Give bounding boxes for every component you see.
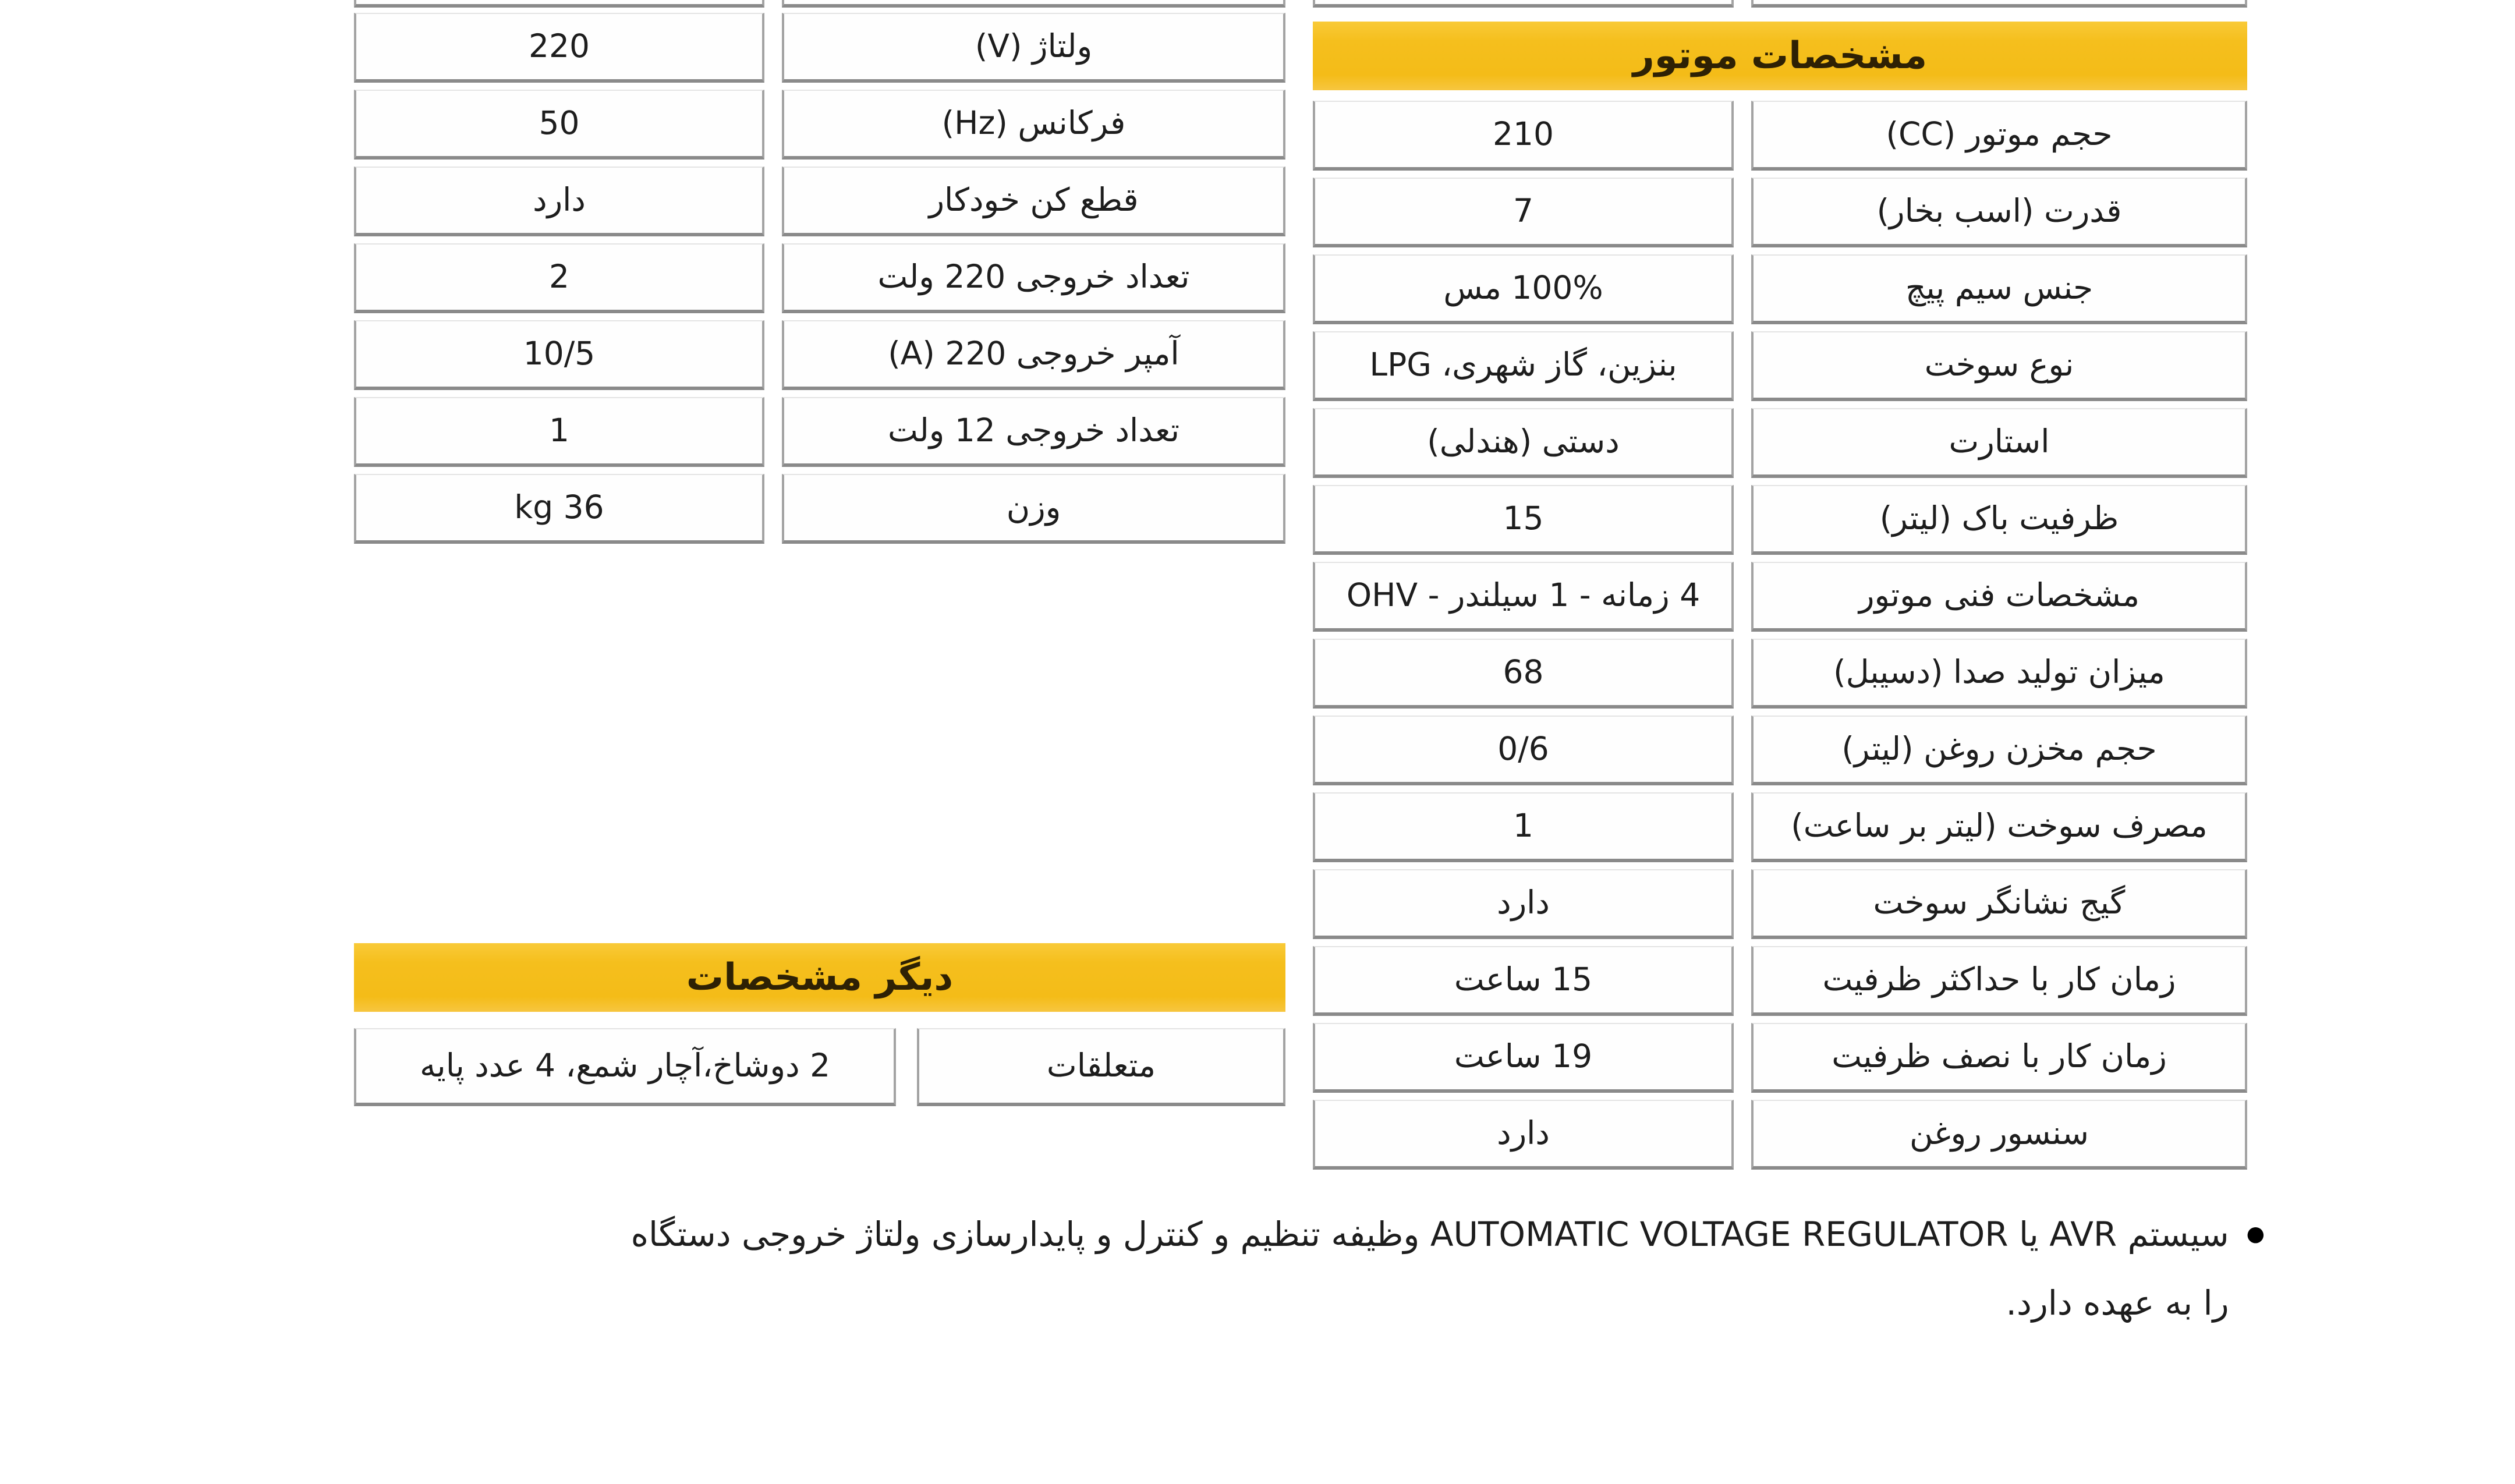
spec-label: سنسور روغن [1751,1100,2247,1170]
table-row: استارت دستی (هندلی) [1313,408,2247,478]
other-section-header: دیگر مشخصات [354,943,1285,1012]
spec-value: دارد [354,167,764,236]
table-row: مشخصات فنی موتور 4 زمانه - 1 سیلندر - OH… [1313,562,2247,632]
footnote-line: سیستم AVR یا AUTOMATIC VOLTAGE REGULATOR… [630,1214,2229,1254]
spec-value: 100% مس [1313,254,1734,324]
spec-value: 19 ساعت [1313,1023,1734,1093]
spec-value: 2 [354,243,764,313]
table-row: ظرفیت باک (لیتر) 15 [1313,485,2247,555]
spec-value: دستی (هندلی) [1313,408,1734,478]
spec-label: جنس سیم پیچ [1751,254,2247,324]
spec-value: 1 [1313,792,1734,862]
spec-label: مشخصات فنی موتور [1751,562,2247,632]
motor-section-header: مشخصات موتور [1313,22,2247,90]
table-row: ولتاژ (V) 220 [354,13,1285,83]
spec-value: بنزین، گاز شهری، LPG [1313,331,1734,401]
spec-value: 220 [354,13,764,83]
table-row: نوع سوخت بنزین، گاز شهری، LPG [1313,331,2247,401]
spec-value: 0/6 [1313,716,1734,785]
spec-value: 210 [1313,101,1734,171]
cut-off-cell [782,0,1285,8]
spec-label: حجم موتور (CC) [1751,101,2247,171]
cut-off-cell [1751,0,2247,8]
motor-spec-table: مشخصات موتور حجم موتور (CC) 210 قدرت (اس… [1313,0,2247,1177]
table-row: فرکانس (Hz) 50 [354,90,1285,160]
table-row: وزن 36 kg [354,474,1285,544]
table-row: جنس سیم پیچ 100% مس [1313,254,2247,324]
avr-footnote: ● سیستم AVR یا AUTOMATIC VOLTAGE REGULAT… [349,1200,2265,1337]
spec-label: قدرت (اسب بخار) [1751,178,2247,247]
spec-value: 50 [354,90,764,160]
spec-value: دارد [1313,1100,1734,1170]
cut-off-row [354,0,1285,8]
spec-value: دارد [1313,869,1734,939]
table-row: حجم مخزن روغن (لیتر) 0/6 [1313,716,2247,785]
spec-value: 4 زمانه - 1 سیلندر - OHV [1313,562,1734,632]
table-row: سنسور روغن دارد [1313,1100,2247,1170]
table-row: میزان تولید صدا (دسیبل) 68 [1313,639,2247,709]
spec-label: زمان کار با نصف ظرفیت [1751,1023,2247,1093]
spec-value: 15 [1313,485,1734,555]
spec-label: تعداد خروجی 12 ولت [782,397,1285,467]
spec-label: متعلقات [917,1028,1285,1106]
spec-value: 10/5 [354,320,764,390]
table-row: متعلقات 2 دوشاخ،آچار شمع، 4 عدد پایه [354,1028,1285,1106]
spec-label: حجم مخزن روغن (لیتر) [1751,716,2247,785]
spec-label: گیج نشانگر سوخت [1751,869,2247,939]
footnote-text: سیستم AVR یا AUTOMATIC VOLTAGE REGULATOR… [631,1200,2229,1337]
table-row: حجم موتور (CC) 210 [1313,101,2247,171]
electrical-spec-table: ولتاژ (V) 220 فرکانس (Hz) 50 قطع کن خودک… [354,0,1285,551]
table-row: تعداد خروجی 220 ولت 2 [354,243,1285,313]
spec-label: ظرفیت باک (لیتر) [1751,485,2247,555]
spec-label: ولتاژ (V) [782,13,1285,83]
table-row: مصرف سوخت (لیتر بر ساعت) 1 [1313,792,2247,862]
table-row: زمان کار با حداکثر ظرفیت 15 ساعت [1313,946,2247,1016]
table-row: آمپر خروجی 220 (A) 10/5 [354,320,1285,390]
cut-off-row [1313,0,2247,8]
spec-label: آمپر خروجی 220 (A) [782,320,1285,390]
spec-value: 15 ساعت [1313,946,1734,1016]
spec-label: زمان کار با حداکثر ظرفیت [1751,946,2247,1016]
spec-label: نوع سوخت [1751,331,2247,401]
table-row: تعداد خروجی 12 ولت 1 [354,397,1285,467]
spec-value: 7 [1313,178,1734,247]
cut-off-cell [1313,0,1734,8]
table-row: قطع کن خودکار دارد [354,167,1285,236]
cut-off-cell [354,0,764,8]
spec-value: 2 دوشاخ،آچار شمع، 4 عدد پایه [354,1028,896,1106]
spec-value: 1 [354,397,764,467]
spec-label: استارت [1751,408,2247,478]
spec-label: میزان تولید صدا (دسیبل) [1751,639,2247,709]
spec-label: وزن [782,474,1285,544]
spec-label: فرکانس (Hz) [782,90,1285,160]
spec-value: 68 [1313,639,1734,709]
footnote-line: را به عهده دارد. [2006,1283,2229,1323]
table-row: گیج نشانگر سوخت دارد [1313,869,2247,939]
other-spec-table: دیگر مشخصات متعلقات 2 دوشاخ،آچار شمع، 4 … [354,943,1285,1106]
table-row: قدرت (اسب بخار) 7 [1313,178,2247,247]
spec-value: 36 kg [354,474,764,544]
table-row: زمان کار با نصف ظرفیت 19 ساعت [1313,1023,2247,1093]
spec-label: قطع کن خودکار [782,167,1285,236]
bullet-icon: ● [2246,1222,2265,1246]
spec-label: تعداد خروجی 220 ولت [782,243,1285,313]
spec-label: مصرف سوخت (لیتر بر ساعت) [1751,792,2247,862]
